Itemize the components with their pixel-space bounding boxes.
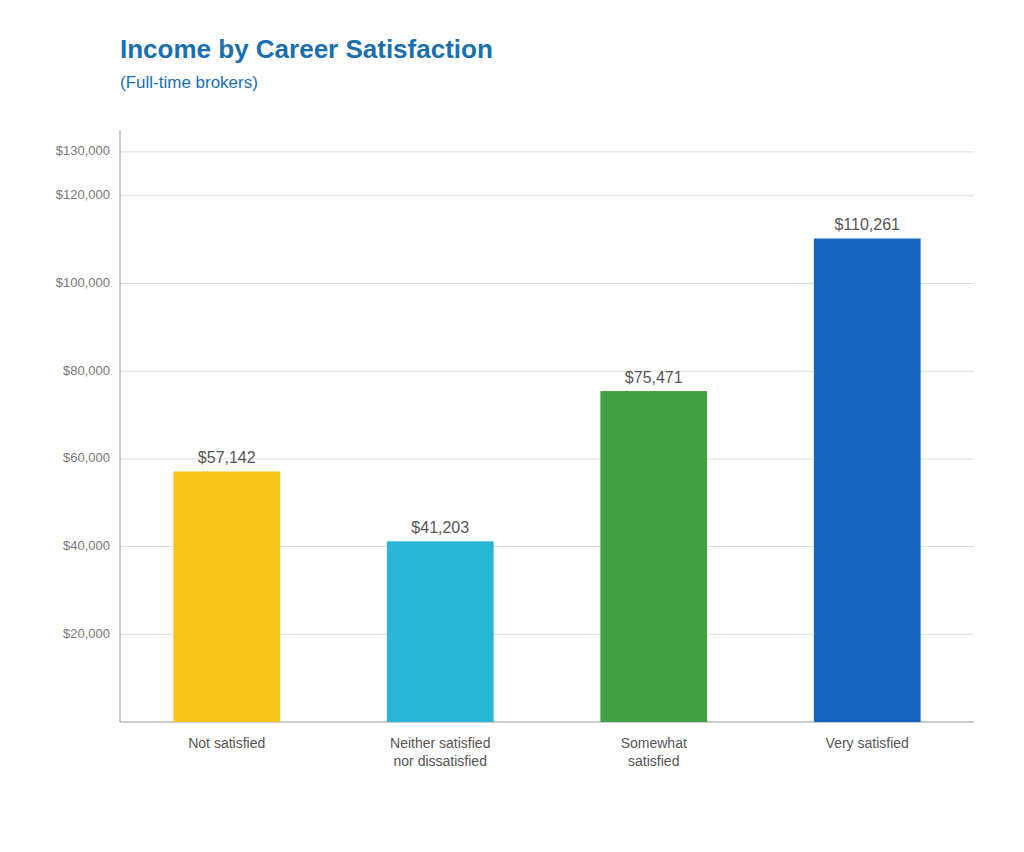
y-axis-line [120,130,121,722]
x-tick-label-line: Somewhat [621,735,687,751]
bar [814,238,921,722]
chart-container: Income by Career Satisfaction (Full-time … [0,0,1024,852]
subtitle: (Full-time brokers) [120,73,258,92]
y-tick-label: $60,000 [63,450,110,465]
data-label: $75,471 [625,369,683,386]
y-tick-label: $130,000 [56,143,110,158]
x-tick-label-line: nor dissatisfied [394,753,487,769]
x-tick-label: Neither satisfied nor dissatisfied [390,735,490,769]
data-label: $41,203 [411,519,469,536]
x-tick-label-line: Neither satisfied [390,735,490,751]
y-tick-label: $40,000 [63,538,110,553]
y-tick-label: $80,000 [63,363,110,378]
x-tick-label: Very satisfied [826,735,909,751]
x-tick-label: Somewhat satisfied [621,735,687,769]
data-label: $57,142 [198,449,256,466]
data-label: $110,261 [834,216,900,233]
y-tick-label: $100,000 [56,275,110,290]
x-tick-label-line: Not satisfied [188,735,265,751]
title: Income by Career Satisfaction [120,34,493,64]
chart-svg: Income by Career Satisfaction (Full-time … [0,0,1024,852]
y-tick-label: $120,000 [56,187,110,202]
x-tick-label-line: satisfied [628,753,679,769]
bar [387,541,494,722]
y-tick-label: $20,000 [63,626,110,641]
bar [600,391,707,722]
x-tick-label-line: Very satisfied [826,735,909,751]
grid-line [120,151,974,152]
bar [173,471,280,722]
grid-line [120,195,974,196]
x-tick-label: Not satisfied [188,735,265,751]
bars [173,238,920,722]
